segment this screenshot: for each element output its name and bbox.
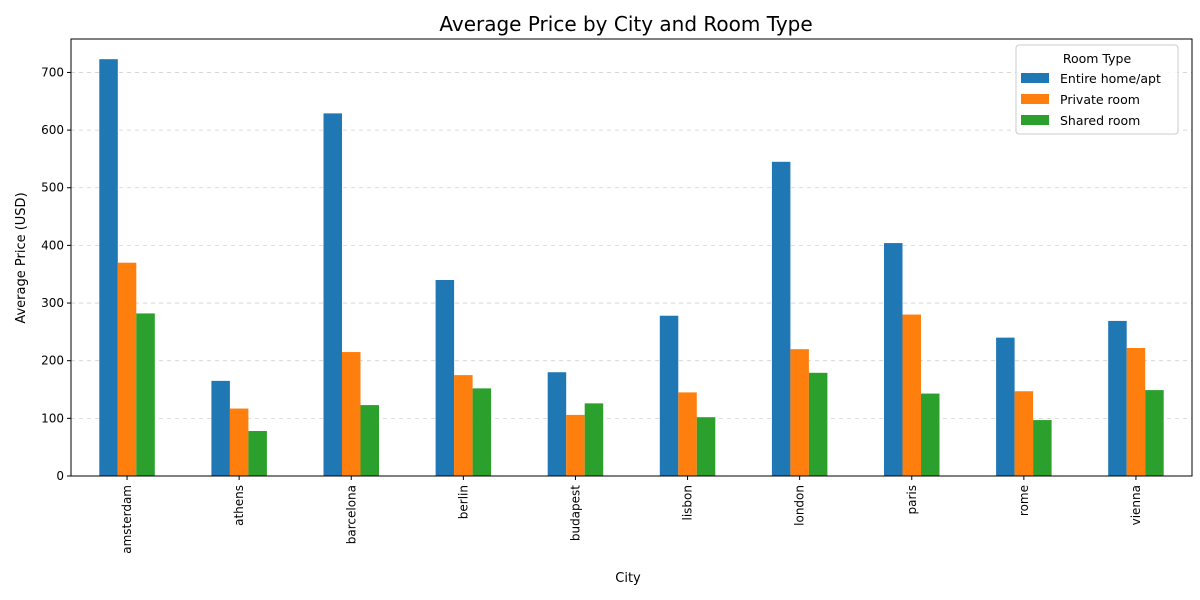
legend: Room Type Entire home/apt Private room Sha… xyxy=(1015,44,1179,135)
bars xyxy=(99,59,1164,476)
bar-lisbon-entire-home-apt xyxy=(659,315,679,476)
legend-label: Private room xyxy=(1060,92,1140,107)
x-tick-label: paris xyxy=(905,485,919,515)
bar-amsterdam-private-room xyxy=(117,262,137,476)
bar-amsterdam-entire-home-apt xyxy=(99,59,118,476)
bar-athens-private-room xyxy=(229,408,249,476)
x-tick-label: athens xyxy=(232,485,246,526)
grid-lines xyxy=(71,72,1192,419)
bar-athens-entire-home-apt xyxy=(211,380,230,476)
bar-barcelona-private-room xyxy=(342,352,361,476)
bar-london-shared-room xyxy=(808,372,828,476)
x-tick-label: vienna xyxy=(1129,485,1143,525)
x-tick-label: rome xyxy=(1017,485,1031,516)
x-tick-label: barcelona xyxy=(344,485,358,544)
bar-amsterdam-shared-room xyxy=(136,313,155,476)
bar-vienna-shared-room xyxy=(1145,390,1164,476)
bar-budapest-entire-home-apt xyxy=(547,372,567,476)
legend-swatch xyxy=(1021,94,1049,104)
bar-lisbon-shared-room xyxy=(696,417,716,476)
y-tick-label: 0 xyxy=(56,469,64,483)
legend-label: Entire home/apt xyxy=(1060,71,1161,86)
x-axis: amsterdam athens barcelona berlin budapest li… xyxy=(120,476,1143,554)
bar-paris-private-room xyxy=(902,314,921,476)
bar-london-entire-home-apt xyxy=(771,161,791,476)
y-tick-label: 400 xyxy=(41,238,64,252)
bar-vienna-private-room xyxy=(1126,348,1146,476)
x-tick-label: berlin xyxy=(456,485,470,519)
bar-berlin-private-room xyxy=(454,375,473,476)
y-tick-label: 700 xyxy=(41,65,64,79)
legend-swatch xyxy=(1021,115,1049,125)
bar-athens-shared-room xyxy=(248,431,267,476)
bar-rome-entire-home-apt xyxy=(996,337,1015,476)
bar-paris-entire-home-apt xyxy=(884,243,903,476)
x-tick-label: budapest xyxy=(568,485,582,541)
bar-rome-shared-room xyxy=(1033,420,1052,476)
legend-label: Shared room xyxy=(1060,113,1140,128)
bar-paris-shared-room xyxy=(921,393,940,476)
y-tick-label: 100 xyxy=(41,411,64,425)
bar-barcelona-entire-home-apt xyxy=(323,113,342,476)
bar-berlin-entire-home-apt xyxy=(435,279,455,476)
legend-title: Room Type xyxy=(1063,51,1132,66)
bar-barcelona-shared-room xyxy=(360,405,379,476)
bar-lisbon-private-room xyxy=(678,392,697,476)
y-tick-label: 500 xyxy=(41,181,64,195)
y-tick-label: 300 xyxy=(41,296,64,310)
x-tick-label: amsterdam xyxy=(120,485,134,554)
x-tick-label: lisbon xyxy=(681,485,695,520)
bar-vienna-entire-home-apt xyxy=(1108,320,1127,476)
bar-budapest-shared-room xyxy=(584,403,604,476)
y-tick-label: 600 xyxy=(41,123,64,137)
bar-rome-private-room xyxy=(1014,391,1034,476)
bar-berlin-shared-room xyxy=(472,388,492,476)
chart-title: Average Price by City and Room Type xyxy=(439,12,812,36)
legend-swatch xyxy=(1021,73,1049,83)
legend-box xyxy=(1015,44,1179,135)
x-axis-title: City xyxy=(615,571,641,586)
plot-frame xyxy=(70,38,1193,477)
y-tick-label: 200 xyxy=(41,354,64,368)
y-axis: 0 100 200 300 400 500 600 700 xyxy=(41,65,71,483)
bar-budapest-private-room xyxy=(566,414,585,476)
x-tick-label: london xyxy=(793,485,807,526)
y-axis-title: Average Price (USD) xyxy=(14,192,29,323)
bar-london-private-room xyxy=(790,349,809,476)
